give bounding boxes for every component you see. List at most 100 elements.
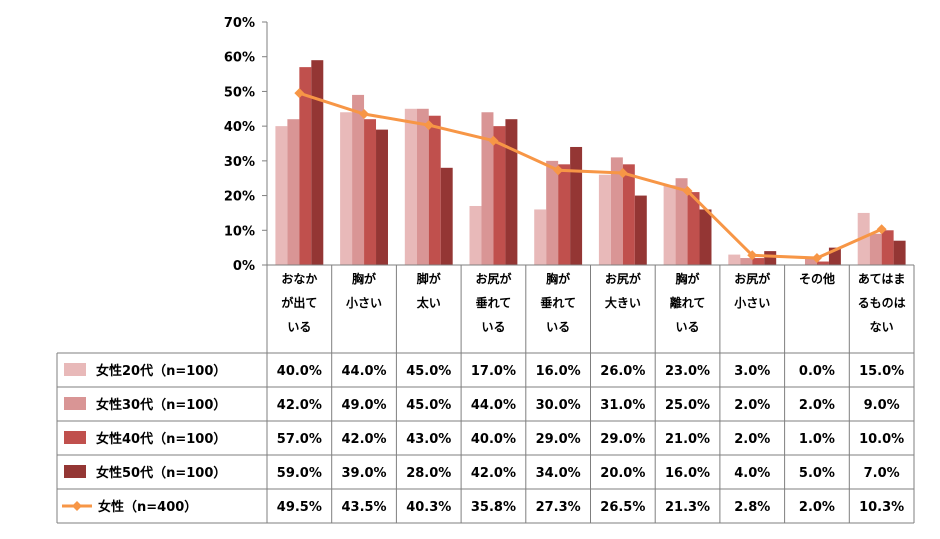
data-label: 21.0% — [665, 432, 710, 447]
line-marker — [747, 250, 758, 261]
data-label: 29.0% — [536, 432, 581, 447]
y-tick-label: 50% — [224, 85, 255, 100]
x-tick-label: 大きい — [605, 295, 641, 310]
bar — [275, 126, 288, 266]
data-label: 10.0% — [859, 432, 904, 447]
data-label: 40.0% — [277, 364, 322, 379]
legend-label: 女性30代（n=100） — [96, 397, 226, 413]
bar — [764, 251, 777, 265]
x-tick-label: 脚が — [417, 271, 441, 286]
data-label: 44.0% — [341, 364, 386, 379]
data-label: 42.0% — [341, 432, 386, 447]
bar — [299, 67, 312, 265]
data-label: 49.0% — [341, 398, 386, 413]
bar — [610, 157, 623, 265]
bar — [546, 160, 559, 265]
bar — [311, 60, 324, 265]
data-label: 42.0% — [277, 398, 322, 413]
y-tick-label: 30% — [224, 155, 255, 170]
bar — [352, 94, 365, 266]
data-label: 28.0% — [406, 466, 451, 481]
bar — [340, 112, 353, 265]
data-label: 17.0% — [471, 364, 516, 379]
bar — [534, 209, 547, 265]
bar — [481, 112, 494, 265]
x-tick-label: いる — [676, 320, 700, 334]
data-label: 40.3% — [406, 500, 451, 515]
x-tick-label: ない — [870, 320, 894, 334]
data-label: 45.0% — [406, 364, 451, 379]
bar — [881, 230, 894, 265]
data-label: 2.0% — [734, 398, 770, 413]
data-label: 2.8% — [734, 500, 770, 515]
x-tick-label: 垂れて — [476, 295, 512, 310]
line-marker — [423, 120, 434, 131]
bar — [675, 178, 688, 265]
bar — [663, 185, 676, 265]
data-label: 35.8% — [471, 500, 516, 515]
data-label: 10.3% — [859, 500, 904, 515]
data-label: 16.0% — [665, 466, 710, 481]
data-label: 40.0% — [471, 432, 516, 447]
bar — [469, 205, 482, 265]
data-label: 59.0% — [277, 466, 322, 481]
x-tick-label: おなか — [281, 272, 317, 286]
data-label: 25.0% — [665, 398, 710, 413]
line-marker — [682, 186, 693, 197]
bar — [558, 164, 571, 265]
bar — [687, 192, 700, 265]
x-tick-label: いる — [546, 320, 570, 334]
data-label: 49.5% — [277, 500, 322, 515]
data-label: 2.0% — [799, 500, 835, 515]
legend-swatch — [64, 397, 86, 410]
y-tick-label: 70% — [224, 16, 255, 31]
bar — [376, 129, 388, 265]
bar — [634, 195, 647, 265]
x-tick-label: 胸が — [546, 271, 570, 286]
x-tick-label: いる — [481, 320, 505, 334]
bar — [598, 174, 611, 265]
x-tick-label: いる — [287, 320, 311, 334]
line-marker — [811, 253, 822, 264]
x-tick-label: 太い — [417, 295, 441, 310]
data-label: 2.0% — [799, 398, 835, 413]
y-tick-label: 10% — [224, 224, 255, 239]
data-label: 15.0% — [859, 364, 904, 379]
bar — [364, 119, 377, 265]
x-tick-label: お尻が — [734, 271, 770, 286]
bar — [828, 247, 841, 265]
legend-swatch — [64, 465, 86, 478]
legend-label: 女性50代（n=100） — [96, 465, 226, 481]
line-marker — [617, 168, 628, 179]
data-label: 31.0% — [600, 398, 645, 413]
data-label: 26.5% — [600, 500, 645, 515]
bar — [416, 108, 429, 266]
bar — [699, 209, 712, 265]
bar — [893, 240, 906, 265]
data-label: 30.0% — [536, 398, 581, 413]
bar — [622, 164, 635, 265]
data-label: 9.0% — [864, 398, 900, 413]
bar — [857, 212, 870, 265]
x-tick-label: 小さい — [734, 295, 770, 310]
x-tick-label: お尻が — [475, 271, 511, 286]
x-tick-label: 小さい — [346, 295, 382, 310]
data-label: 20.0% — [600, 466, 645, 481]
data-label: 2.0% — [734, 432, 770, 447]
legend-label: 女性40代（n=100） — [96, 431, 226, 447]
bar — [869, 233, 882, 265]
data-label: 16.0% — [536, 364, 581, 379]
data-label: 26.0% — [600, 364, 645, 379]
data-label: 27.3% — [536, 500, 581, 515]
series-line — [298, 91, 883, 260]
line-marker — [359, 108, 370, 119]
y-tick-label: 0% — [233, 259, 255, 274]
x-tick-label: その他 — [799, 271, 835, 286]
line-marker — [876, 224, 887, 235]
bar — [493, 126, 506, 266]
x-tick-label: お尻が — [605, 271, 641, 286]
bar — [752, 258, 765, 265]
bar — [570, 146, 583, 265]
legend-swatch — [64, 363, 86, 376]
